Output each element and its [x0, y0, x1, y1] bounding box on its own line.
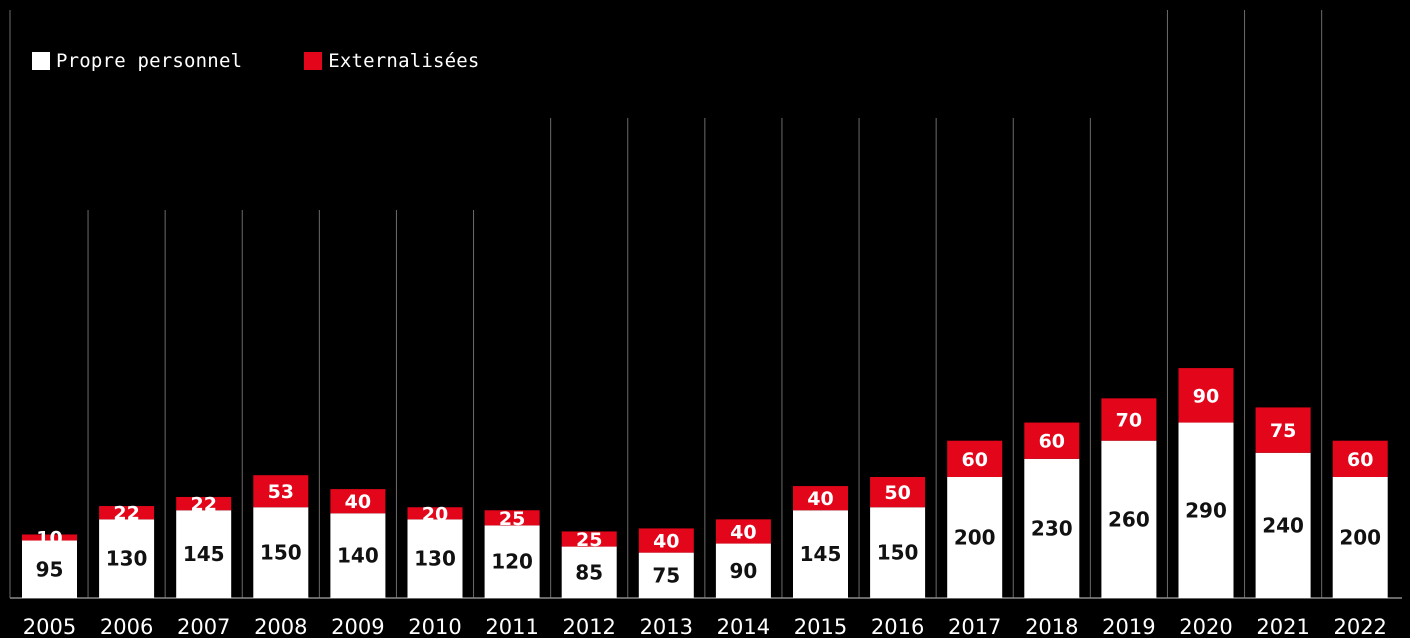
data-label-externalisees-2016: 50 [884, 482, 910, 504]
data-label-externalisees-2007: 22 [190, 494, 216, 516]
bar-externalisees-2010 [407, 507, 463, 520]
bar-externalisees-2014 [715, 519, 771, 544]
data-label-externalisees-2018: 60 [1039, 431, 1065, 453]
bar-externalisees-2012 [561, 531, 617, 547]
bar-externalisees-2005 [22, 534, 77, 541]
bar-propre-personnel-2006 [99, 519, 155, 598]
bar-externalisees-2009 [330, 489, 386, 514]
data-label-propre-personnel-2016: 150 [877, 541, 919, 565]
data-label-propre-personnel-2006: 130 [106, 547, 148, 571]
bar-propre-personnel-2013 [638, 552, 694, 598]
bar-externalisees-2020 [1178, 368, 1234, 423]
x-tick-label-2006: 2006 [100, 615, 153, 638]
data-label-propre-personnel-2014: 90 [729, 559, 757, 583]
x-tick-label-2005: 2005 [23, 615, 76, 638]
x-tick-label-2022: 2022 [1333, 615, 1386, 638]
x-tick-label-2013: 2013 [640, 615, 693, 638]
x-tick-label-2010: 2010 [408, 615, 461, 638]
x-tick-label-2019: 2019 [1102, 615, 1155, 638]
data-label-externalisees-2013: 40 [653, 531, 679, 553]
bar-externalisees-2018 [1024, 422, 1080, 459]
bar-propre-personnel-2015 [793, 510, 848, 598]
bar-propre-personnel-2012 [561, 546, 617, 598]
data-label-propre-personnel-2007: 145 [183, 542, 225, 566]
legend-item-propre-personnel: Propre personnel [32, 50, 242, 72]
data-label-propre-personnel-2021: 240 [1262, 513, 1304, 537]
x-tick-label-2012: 2012 [562, 615, 615, 638]
bar-externalisees-2015 [793, 486, 848, 511]
bar-externalisees-2011 [484, 510, 540, 526]
data-label-propre-personnel-2011: 120 [491, 550, 533, 574]
data-label-externalisees-2014: 40 [730, 521, 756, 543]
data-label-externalisees-2022: 60 [1347, 449, 1373, 471]
data-label-externalisees-2008: 53 [268, 481, 294, 503]
bar-externalisees-2008 [253, 475, 309, 508]
bar-propre-personnel-2016 [870, 507, 926, 598]
bar-propre-personnel-2022 [1332, 477, 1388, 598]
bar-externalisees-2007 [176, 496, 232, 511]
bar-propre-personnel-2017 [947, 477, 1003, 598]
data-label-propre-personnel-2012: 85 [575, 560, 603, 584]
data-label-externalisees-2009: 40 [345, 491, 371, 513]
bar-externalisees-2021 [1255, 407, 1311, 453]
bar-externalisees-2006 [99, 506, 155, 520]
data-label-externalisees-2011: 25 [499, 508, 525, 530]
x-tick-label-2015: 2015 [794, 615, 847, 638]
data-label-propre-personnel-2015: 145 [800, 542, 842, 566]
bar-externalisees-2013 [638, 528, 694, 553]
x-tick-label-2018: 2018 [1025, 615, 1078, 638]
bar-externalisees-2019 [1101, 398, 1157, 441]
bar-propre-personnel-2005 [22, 540, 77, 598]
legend-swatch-externalisees [304, 52, 323, 70]
x-tick-label-2007: 2007 [177, 615, 230, 638]
bar-propre-personnel-2014 [715, 543, 771, 598]
data-label-externalisees-2010: 20 [422, 503, 448, 525]
bar-propre-personnel-2020 [1178, 422, 1234, 598]
bar-propre-personnel-2011 [484, 525, 540, 598]
data-label-externalisees-2019: 70 [1116, 410, 1142, 432]
bar-propre-personnel-2021 [1255, 452, 1311, 598]
data-label-externalisees-2020: 90 [1193, 385, 1219, 407]
data-label-propre-personnel-2009: 140 [337, 544, 379, 568]
x-tick-label-2008: 2008 [254, 615, 307, 638]
data-label-externalisees-2021: 75 [1270, 420, 1296, 442]
bar-propre-personnel-2008 [253, 507, 309, 598]
x-tick-label-2021: 2021 [1256, 615, 1309, 638]
bar-propre-personnel-2007 [176, 510, 232, 598]
data-label-propre-personnel-2020: 290 [1185, 498, 1227, 522]
x-tick-label-2016: 2016 [871, 615, 924, 638]
x-tick-label-2011: 2011 [485, 615, 538, 638]
bar-externalisees-2016 [870, 477, 926, 508]
data-label-propre-personnel-2010: 130 [414, 547, 456, 571]
data-label-propre-personnel-2008: 150 [260, 541, 302, 565]
x-tick-label-2009: 2009 [331, 615, 384, 638]
data-label-propre-personnel-2022: 200 [1339, 526, 1381, 550]
bar-propre-personnel-2019 [1101, 440, 1157, 598]
legend-swatch-propre-personnel [32, 52, 50, 70]
data-label-externalisees-2005: 10 [36, 528, 62, 550]
data-label-externalisees-2017: 60 [961, 449, 987, 471]
bar-propre-personnel-2018 [1024, 458, 1080, 598]
x-tick-label-2014: 2014 [717, 615, 770, 638]
data-label-externalisees-2006: 22 [113, 503, 139, 525]
bar-propre-personnel-2009 [330, 513, 386, 598]
data-label-propre-personnel-2019: 260 [1108, 507, 1150, 531]
data-label-propre-personnel-2005: 95 [36, 557, 64, 581]
legend-label-propre-personnel: Propre personnel [56, 50, 243, 72]
legend-label-externalisees: Externalisées [328, 50, 480, 72]
chart-legend: Propre personnel Externalisées [32, 50, 542, 72]
data-label-externalisees-2015: 40 [807, 488, 833, 510]
data-label-propre-personnel-2017: 200 [954, 526, 996, 550]
bar-externalisees-2017 [947, 440, 1003, 477]
bar-propre-personnel-2010 [407, 519, 463, 598]
data-label-propre-personnel-2013: 75 [652, 563, 680, 587]
bar-externalisees-2022 [1332, 440, 1388, 477]
x-tick-label-2020: 2020 [1179, 615, 1232, 638]
legend-item-externalisees: Externalisées [304, 50, 479, 72]
data-label-externalisees-2012: 25 [576, 529, 602, 551]
x-tick-label-2017: 2017 [948, 615, 1001, 638]
data-label-propre-personnel-2018: 230 [1031, 516, 1073, 540]
